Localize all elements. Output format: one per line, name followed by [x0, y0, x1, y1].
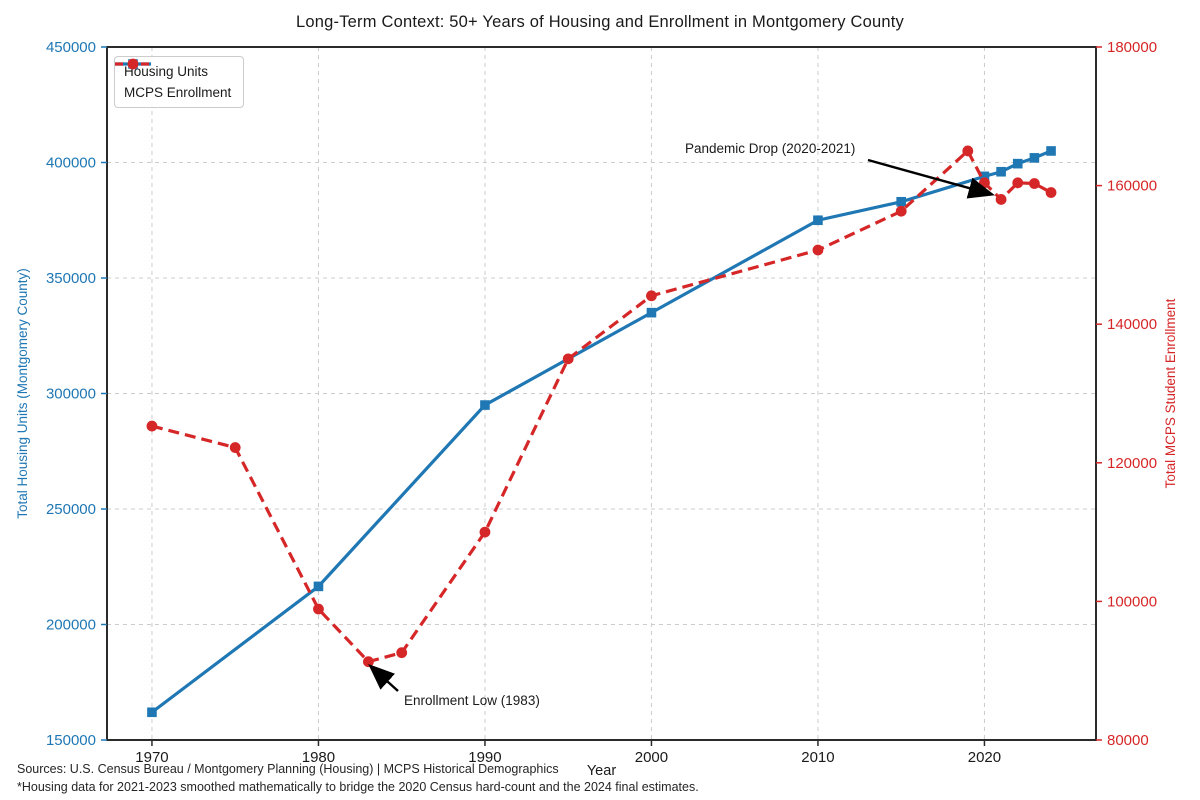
housing-units-marker [646, 307, 657, 318]
mcps-enrollment-marker [895, 205, 907, 217]
left-tick-label: 300000 [46, 386, 96, 403]
mcps-enrollment-marker [146, 420, 158, 432]
mcps-enrollment-marker [1045, 187, 1057, 198]
mcps-enrollment-marker [229, 442, 241, 453]
left-tick-label: 400000 [46, 155, 96, 172]
legend-item-mcps-enrollment: MCPS Enrollment [115, 58, 232, 100]
x-tick-label: 2010 [801, 749, 834, 766]
left-tick-label: 150000 [46, 732, 96, 749]
legend-label-mcps-enrollment: MCPS Enrollment [124, 85, 232, 100]
methodology-note: *Housing data for 2021-2023 smoothed mat… [17, 780, 699, 794]
housing-units-marker [147, 707, 157, 718]
x-tick-label: 1980 [302, 749, 335, 766]
housing-units-marker [896, 196, 906, 207]
left-tick-label: 250000 [46, 501, 96, 518]
right-tick-label: 180000 [1107, 39, 1157, 56]
housing-units-marker [480, 400, 490, 410]
left-axis-label: Total Housing Units (Montgomery County) [15, 268, 30, 519]
housing-units-marker [313, 581, 324, 592]
annotation-text: Pandemic Drop (2020-2021) [685, 141, 855, 156]
legend-swatch-mcps-enrollment [115, 58, 151, 70]
x-tick-label: 2000 [635, 749, 668, 766]
right-axis-label: Total MCPS Student Enrollment [1163, 298, 1178, 488]
mcps-enrollment-marker [812, 244, 824, 256]
mcps-enrollment-marker [363, 656, 374, 668]
mcps-enrollment-marker [1012, 177, 1024, 189]
x-tick-label: 1990 [468, 749, 501, 766]
left-tick-label: 450000 [46, 39, 96, 56]
mcps-enrollment-marker [313, 603, 324, 615]
housing-units-marker [1012, 158, 1023, 169]
right-tick-label: 100000 [1107, 593, 1157, 610]
mcps-enrollment-line [151, 148, 1052, 664]
annotation-text: Enrollment Low (1983) [404, 693, 540, 708]
housing-units-marker [813, 215, 823, 226]
chart-title: Long-Term Context: 50+ Years of Housing … [296, 13, 904, 31]
mcps-enrollment-marker [479, 526, 491, 538]
mcps-enrollment-marker [1028, 178, 1040, 189]
housing-units-marker [996, 166, 1006, 177]
x-tick-label: 2020 [968, 749, 1001, 766]
mcps-enrollment-marker [979, 177, 990, 189]
mcps-enrollment-marker [562, 353, 574, 365]
housing-units-marker [979, 171, 990, 182]
x-axis-label: Year [587, 763, 616, 779]
mcps-enrollment-marker [995, 194, 1007, 205]
left-tick-label: 350000 [46, 270, 96, 287]
source-note: Sources: U.S. Census Bureau / Montgomery… [17, 762, 559, 776]
right-tick-label: 80000 [1107, 732, 1149, 749]
housing-units-line [150, 149, 1052, 714]
housing-units-marker [1046, 146, 1056, 156]
right-tick-label: 120000 [1107, 455, 1157, 472]
x-tick-label: 1970 [135, 749, 168, 766]
right-tick-label: 140000 [1107, 316, 1157, 333]
left-tick-label: 200000 [46, 617, 96, 634]
annotation-arrow [368, 664, 399, 692]
right-tick-label: 160000 [1107, 178, 1157, 195]
legend-label-housing-units: Housing Units [124, 64, 209, 79]
legend: Housing Units MCPS Enrollment [114, 56, 245, 108]
mcps-enrollment-marker [646, 290, 657, 302]
mcps-enrollment-marker [396, 647, 408, 659]
annotation-arrow [867, 158, 995, 199]
housing-units-marker [1029, 153, 1040, 163]
mcps-enrollment-marker [962, 145, 974, 157]
